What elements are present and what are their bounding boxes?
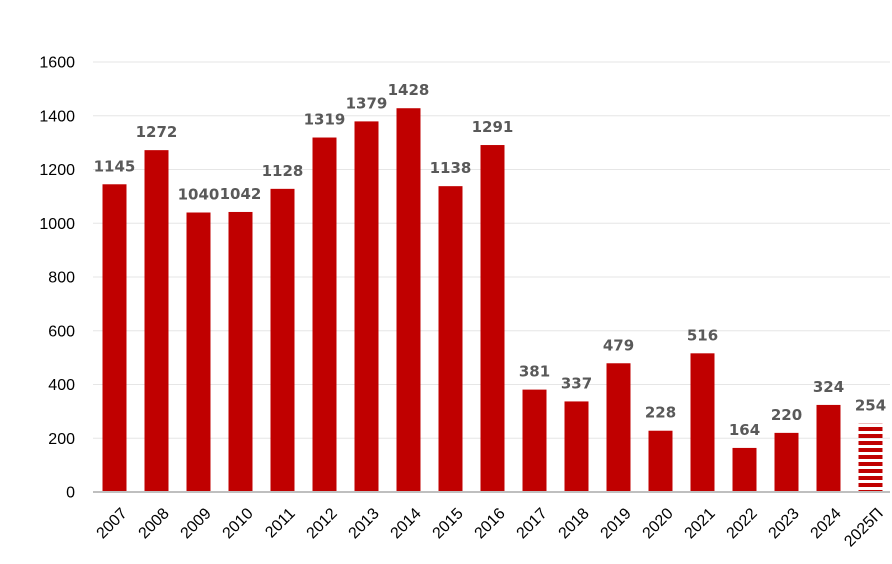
x-tick-label: 2009 bbox=[177, 505, 214, 542]
y-axis: 0 200 400 600 800 1000 1200 1400 1600 bbox=[39, 55, 75, 502]
data-label: 1379 bbox=[346, 94, 388, 112]
data-label: 254 bbox=[855, 397, 886, 415]
x-tick-label: 2025П bbox=[841, 505, 886, 550]
x-tick-label: 2018 bbox=[555, 505, 592, 542]
data-label: 1272 bbox=[136, 123, 178, 141]
x-tick-label: 2014 bbox=[387, 505, 424, 542]
data-label: 228 bbox=[645, 404, 676, 422]
x-tick-label: 2020 bbox=[639, 505, 676, 542]
data-label: 1128 bbox=[262, 162, 304, 180]
y-tick-label: 0 bbox=[66, 485, 75, 502]
y-tick-label: 1000 bbox=[39, 216, 75, 233]
x-axis: 2007 2008 2009 2010 2011 2012 2013 2014 2015 2016… bbox=[93, 491, 890, 550]
x-tick-label: 2024 bbox=[807, 505, 844, 542]
x-tick-label: 2007 bbox=[93, 505, 130, 542]
bar bbox=[648, 430, 673, 492]
data-label: 516 bbox=[687, 326, 718, 344]
y-tick-label: 600 bbox=[48, 323, 75, 340]
y-tick-label: 1400 bbox=[39, 108, 75, 125]
bar bbox=[732, 447, 757, 492]
x-tick-label: 2016 bbox=[471, 505, 508, 542]
bar bbox=[690, 353, 715, 492]
x-tick-label: 2017 bbox=[513, 505, 550, 542]
data-label: 164 bbox=[729, 421, 760, 439]
x-tick-label: 2012 bbox=[303, 505, 340, 542]
bar bbox=[438, 186, 463, 492]
data-label: 1428 bbox=[388, 81, 430, 99]
bars bbox=[102, 108, 883, 493]
data-label: 1145 bbox=[94, 157, 136, 175]
bar bbox=[396, 108, 421, 492]
data-label: 324 bbox=[813, 378, 844, 396]
x-tick-label: 2022 bbox=[723, 505, 760, 542]
data-label: 1138 bbox=[430, 159, 472, 177]
data-label: 337 bbox=[561, 374, 592, 392]
x-tick-label: 2010 bbox=[219, 505, 256, 542]
bar bbox=[228, 211, 253, 492]
x-tick-label: 2019 bbox=[597, 505, 634, 542]
data-label: 381 bbox=[519, 363, 550, 381]
data-label: 1040 bbox=[178, 186, 220, 204]
bar bbox=[816, 404, 841, 492]
x-tick-label: 2021 bbox=[681, 505, 718, 542]
bar bbox=[774, 432, 799, 492]
y-tick-label: 200 bbox=[48, 431, 75, 448]
bar bbox=[564, 401, 589, 492]
bar bbox=[312, 137, 337, 493]
data-label: 1291 bbox=[472, 118, 514, 136]
x-tick-label: 2023 bbox=[765, 505, 802, 542]
data-label: 1042 bbox=[220, 185, 262, 203]
bar bbox=[354, 121, 379, 493]
bar bbox=[480, 145, 505, 492]
x-tick-label: 2011 bbox=[262, 505, 298, 541]
bar-forecast bbox=[858, 423, 883, 492]
x-tick-label: 2008 bbox=[135, 505, 172, 542]
y-tick-label: 1600 bbox=[39, 55, 75, 72]
data-label: 479 bbox=[603, 336, 634, 354]
bar bbox=[186, 212, 211, 492]
x-tick-label: 2015 bbox=[429, 505, 466, 542]
data-label: 1319 bbox=[304, 111, 346, 129]
bar bbox=[102, 184, 127, 492]
bar bbox=[144, 150, 169, 492]
x-tick-label: 2013 bbox=[345, 505, 382, 542]
y-tick-label: 1200 bbox=[39, 162, 75, 179]
bar bbox=[606, 363, 631, 492]
y-tick-label: 800 bbox=[48, 270, 75, 287]
bar bbox=[270, 188, 295, 492]
y-tick-label: 400 bbox=[48, 377, 75, 394]
bar bbox=[522, 389, 547, 492]
data-label: 220 bbox=[771, 406, 802, 424]
